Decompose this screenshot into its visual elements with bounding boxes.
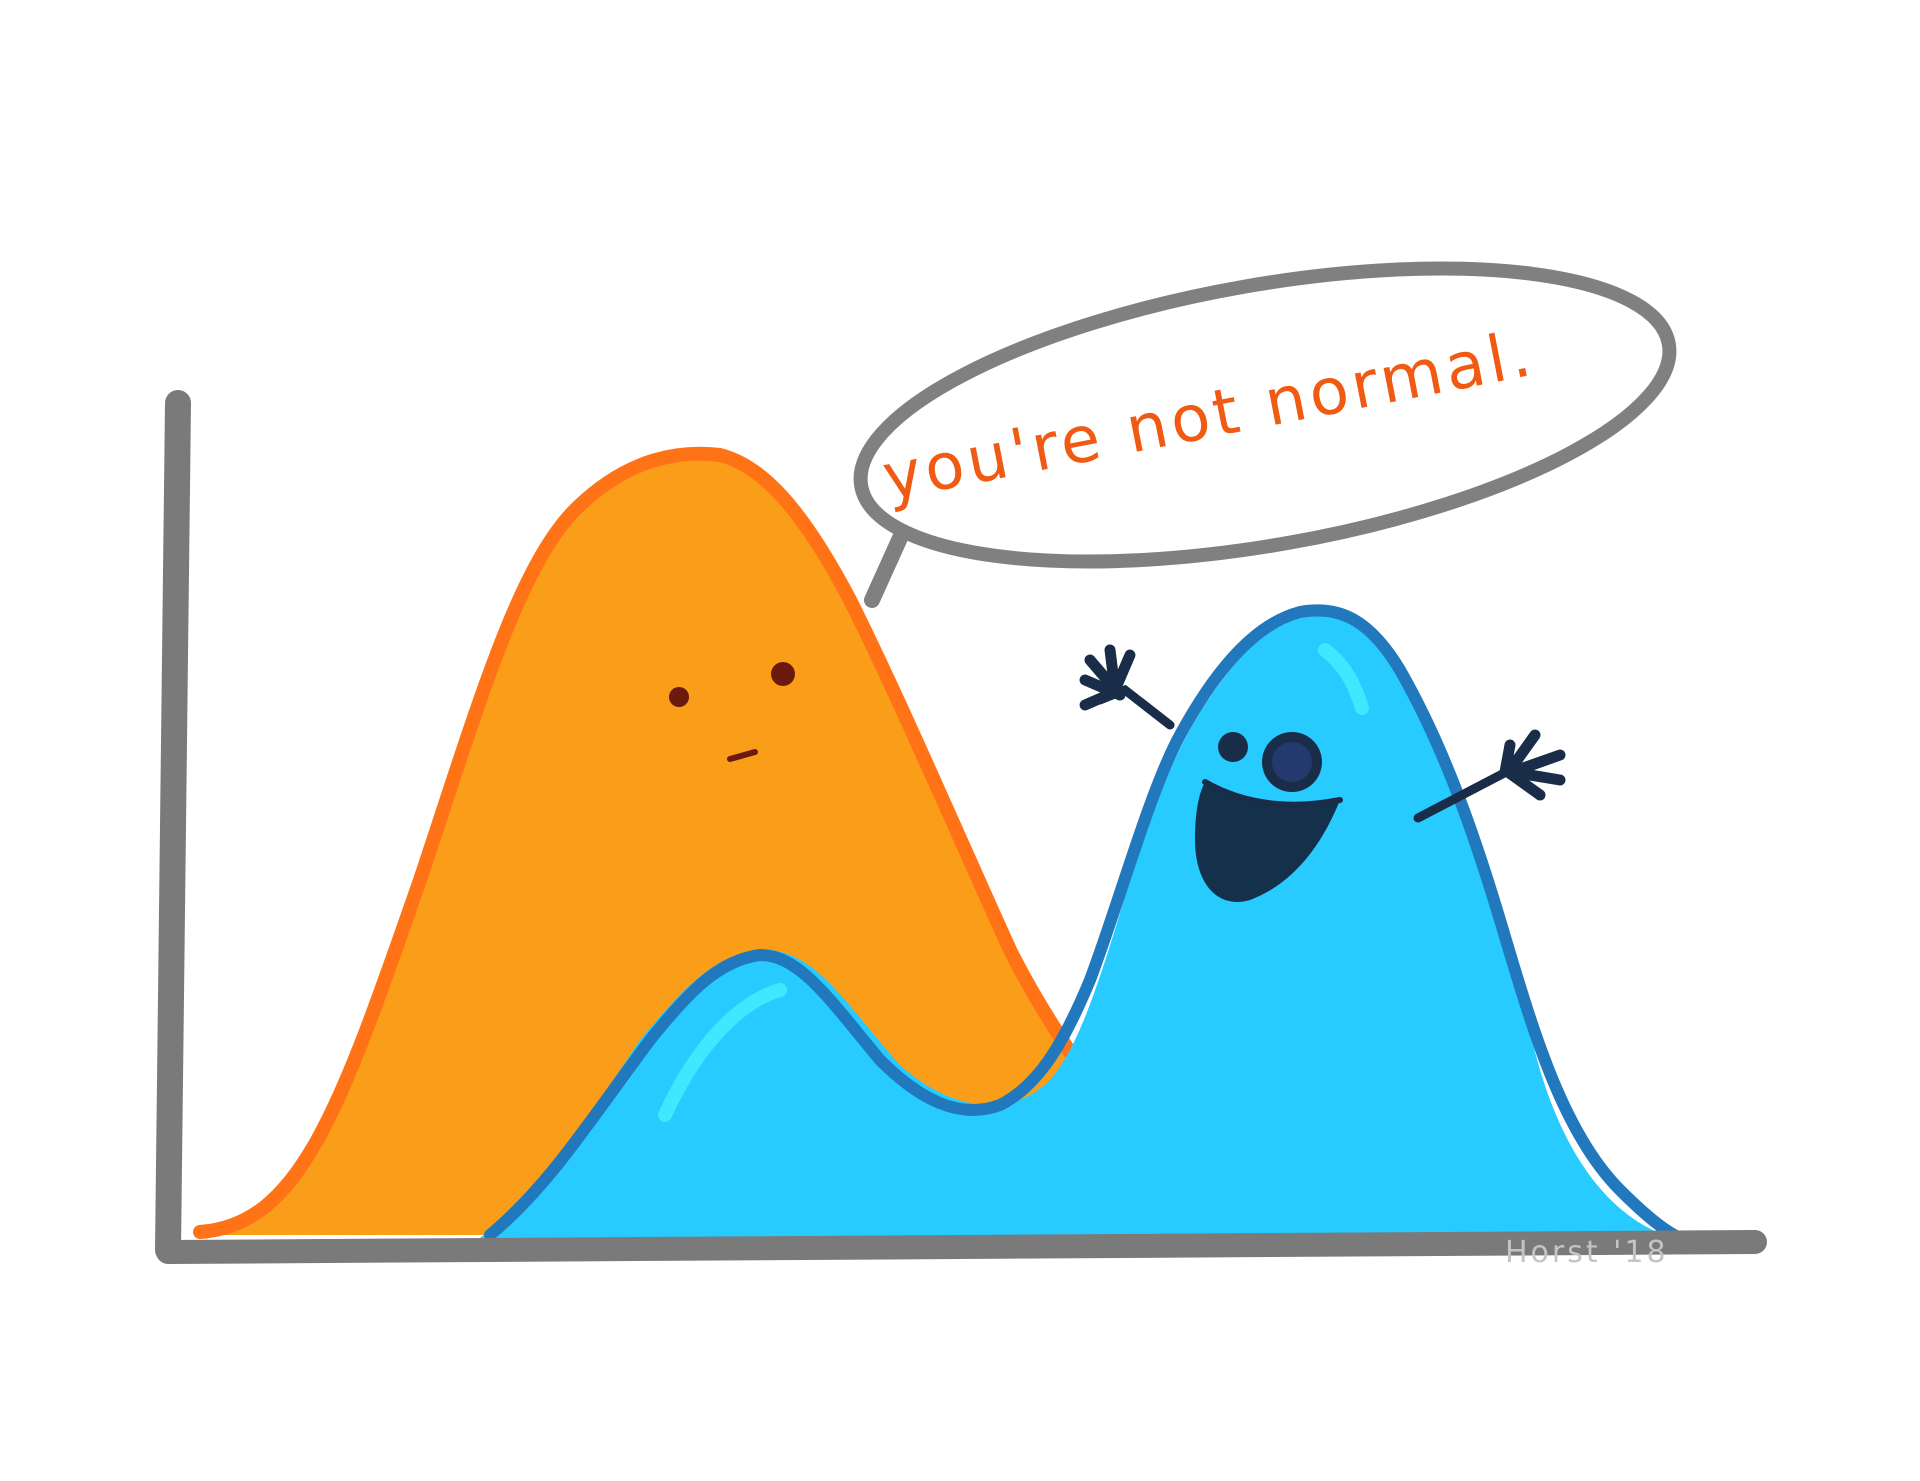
open-mouth [1195, 782, 1340, 902]
mouth [727, 749, 758, 762]
left-eye [1218, 732, 1248, 762]
x-axis [156, 1230, 1767, 1264]
bimodal-curve-fill [480, 612, 1680, 1240]
left-hand [1079, 644, 1136, 711]
axes [155, 390, 1767, 1264]
right-eye [771, 662, 795, 686]
y-axis [155, 390, 191, 1263]
speech-bubble: you're not normal. [853, 261, 1677, 608]
speech-bubble-outline [853, 261, 1677, 569]
normal-curve-outline [193, 446, 1097, 1239]
left-eye [669, 687, 689, 707]
right-hand [1499, 729, 1566, 801]
artist-signature: Horst '18 [1505, 1235, 1669, 1270]
right-arm [1413, 765, 1515, 823]
mouth-line [1202, 779, 1343, 808]
bimodal-curve-character [480, 604, 1691, 1246]
bimodal-highlight-left [658, 983, 787, 1122]
bimodal-highlight-right [1318, 643, 1369, 715]
right-eye-shine [1272, 742, 1312, 782]
bimodal-curve-outline [484, 604, 1691, 1246]
speech-bubble-tail [864, 530, 908, 608]
